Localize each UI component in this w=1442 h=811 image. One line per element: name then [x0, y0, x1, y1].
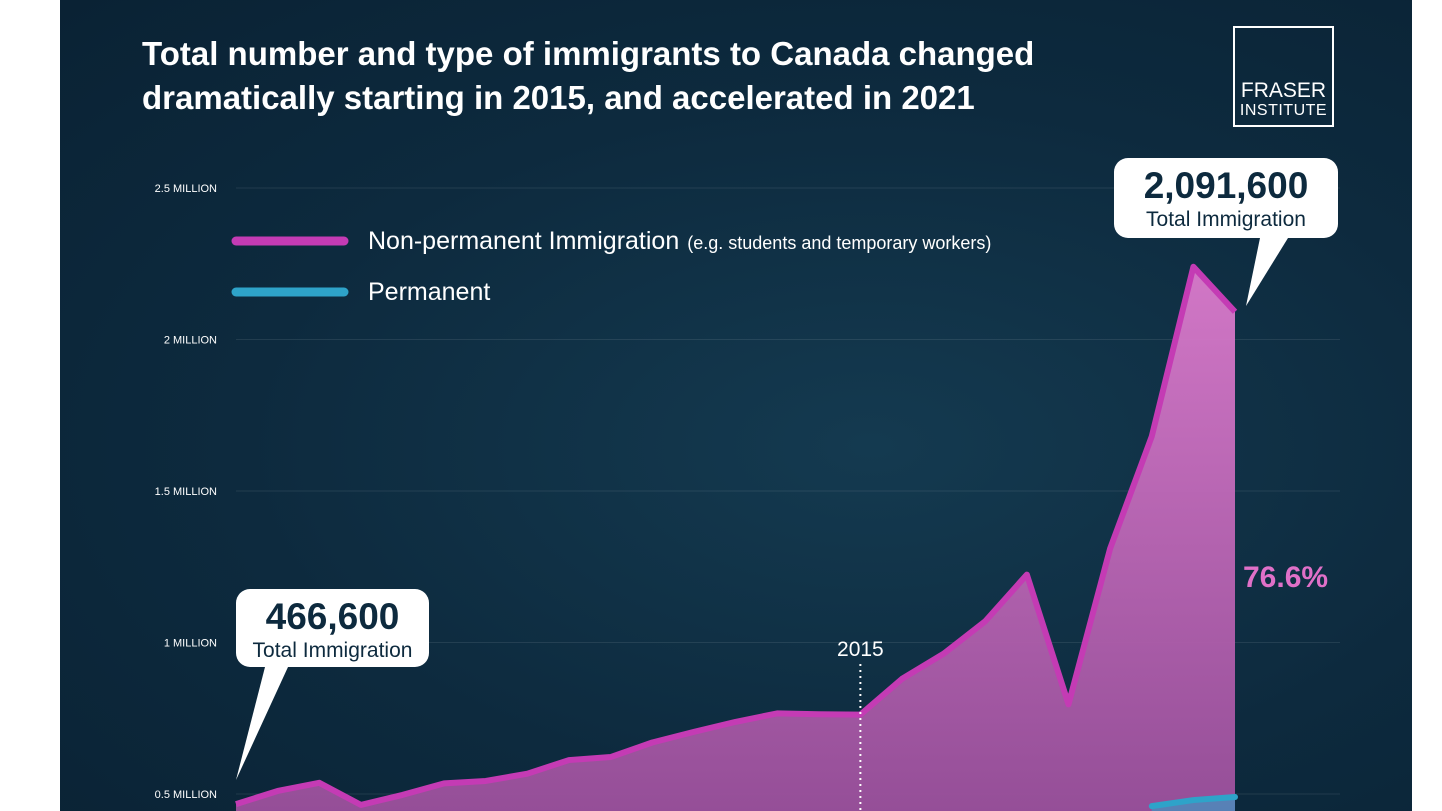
legend: Non-permanent Immigration (e.g. students … — [231, 227, 991, 306]
callout-label: Total Immigration — [253, 639, 413, 662]
non-permanent-line — [235, 263, 1238, 808]
y-tick-label: 0.5 MILLION — [155, 789, 217, 801]
share-label-group: 76.6% — [1243, 561, 1328, 594]
y-tick-label: 2.5 MILLION — [155, 183, 217, 195]
series-areas — [235, 263, 1238, 811]
legend-label: Permanent — [368, 278, 490, 306]
legend-label: Non-permanent Immigration (e.g. students … — [368, 227, 991, 255]
callout-box — [1114, 158, 1338, 238]
y-axis-labels: 0.5 MILLION 1 MILLION 1.5 MILLION 2 MILLION… — [155, 183, 217, 801]
year-marker: 2015 — [837, 638, 884, 811]
legend-label-text: Permanent — [368, 278, 490, 306]
fraser-institute-logo: FRASER INSTITUTE — [1233, 26, 1334, 127]
title-line-1: Total number and type of immigrants to C… — [142, 35, 1035, 72]
title-line-2: dramatically starting in 2015, and accel… — [142, 79, 975, 116]
chart-title: Total number and type of immigrants to C… — [142, 32, 1142, 120]
legend-note: (e.g. students and temporary workers) — [687, 233, 991, 253]
permanent-line — [1148, 794, 1238, 810]
callout-box — [236, 589, 429, 667]
callout-label: Total Immigration — [1146, 208, 1306, 231]
y-tick-label: 1.5 MILLION — [155, 486, 217, 498]
logo-line-1: FRASER — [1240, 79, 1327, 102]
y-tick-label: 2 MILLION — [164, 335, 217, 347]
non-permanent-area — [236, 266, 1235, 811]
callout-value: 466,600 — [266, 596, 400, 637]
chart-panel: Total number and type of immigrants to C… — [60, 0, 1412, 811]
y-tick-label: 1 MILLION — [164, 638, 217, 650]
legend-label-text: Non-permanent Immigration — [368, 227, 679, 255]
marker-label: 2015 — [837, 638, 884, 661]
share-label: 76.6% — [1243, 561, 1328, 594]
callout-pointer — [236, 667, 288, 780]
immigration-chart: 0.5 MILLION 1 MILLION 1.5 MILLION 2 MILLION… — [155, 158, 1340, 811]
callout-value: 2,091,600 — [1144, 165, 1309, 206]
callout-pointer — [1246, 238, 1288, 306]
logo-line-2: INSTITUTE — [1239, 102, 1328, 119]
